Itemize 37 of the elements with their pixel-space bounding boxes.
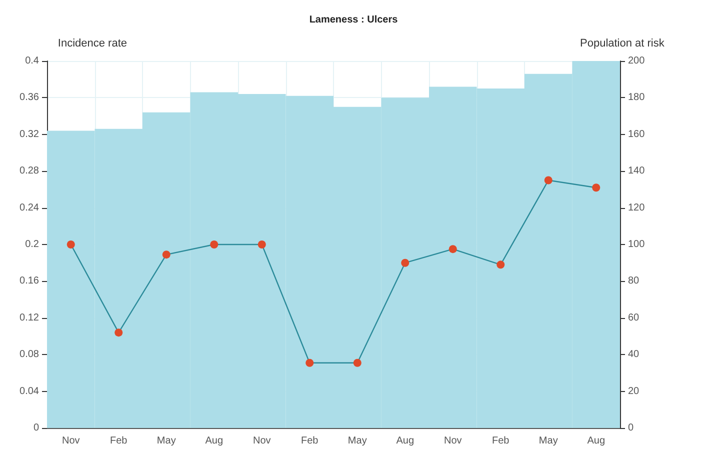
y2-tick-label: 100	[628, 239, 646, 250]
y2-tick-label: 160	[628, 128, 646, 140]
x-tick-label: May	[538, 436, 558, 446]
chart-title: Lameness : Ulcers	[309, 14, 398, 26]
y2-tick-label: 180	[628, 92, 646, 104]
x-tick-label: Aug	[205, 436, 224, 446]
y-tick-label: 0.08	[20, 349, 40, 360]
y-tick-label: 0.16	[20, 276, 40, 287]
y2-tick-label: 20	[628, 386, 640, 397]
y2-tick-label: 60	[628, 312, 640, 324]
x-tick-label: Aug	[587, 436, 606, 446]
y-tick-label: 0.04	[20, 386, 40, 397]
x-tick-label: Nov	[444, 436, 462, 446]
y-tick-label: 0.12	[20, 312, 40, 324]
y2-tick-label: 80	[628, 276, 640, 287]
x-tick-label: Feb	[301, 436, 319, 446]
x-tick-label: Feb	[110, 436, 128, 446]
x-tick-label: Nov	[62, 436, 80, 446]
y-tick-label: 0.28	[20, 166, 40, 177]
y2-tick-label: 140	[628, 166, 646, 177]
y2-tick-label: 200	[628, 56, 646, 66]
x-tick-label: May	[348, 436, 367, 446]
y2-tick-label: 0	[628, 422, 634, 434]
y-tick-label: 0.2	[25, 239, 40, 250]
x-tick-label: Nov	[252, 436, 271, 446]
y-tick-label: 0.32	[20, 128, 40, 140]
x-tick-label: Aug	[396, 436, 414, 446]
y-tick-label: 0	[33, 422, 40, 434]
y-axis-title: Incidence rate	[58, 38, 127, 50]
y-tick-label: 0.24	[20, 202, 40, 214]
y2-axis-title: Population at risk	[580, 38, 665, 50]
y2-tick-label: 120	[628, 202, 646, 214]
y2-tick-label: 40	[628, 349, 640, 360]
y-tick-label: 0.4	[25, 56, 40, 66]
y-tick-label: 0.36	[20, 92, 40, 104]
x-tick-label: May	[156, 436, 176, 446]
x-tick-label: Feb	[492, 436, 510, 446]
